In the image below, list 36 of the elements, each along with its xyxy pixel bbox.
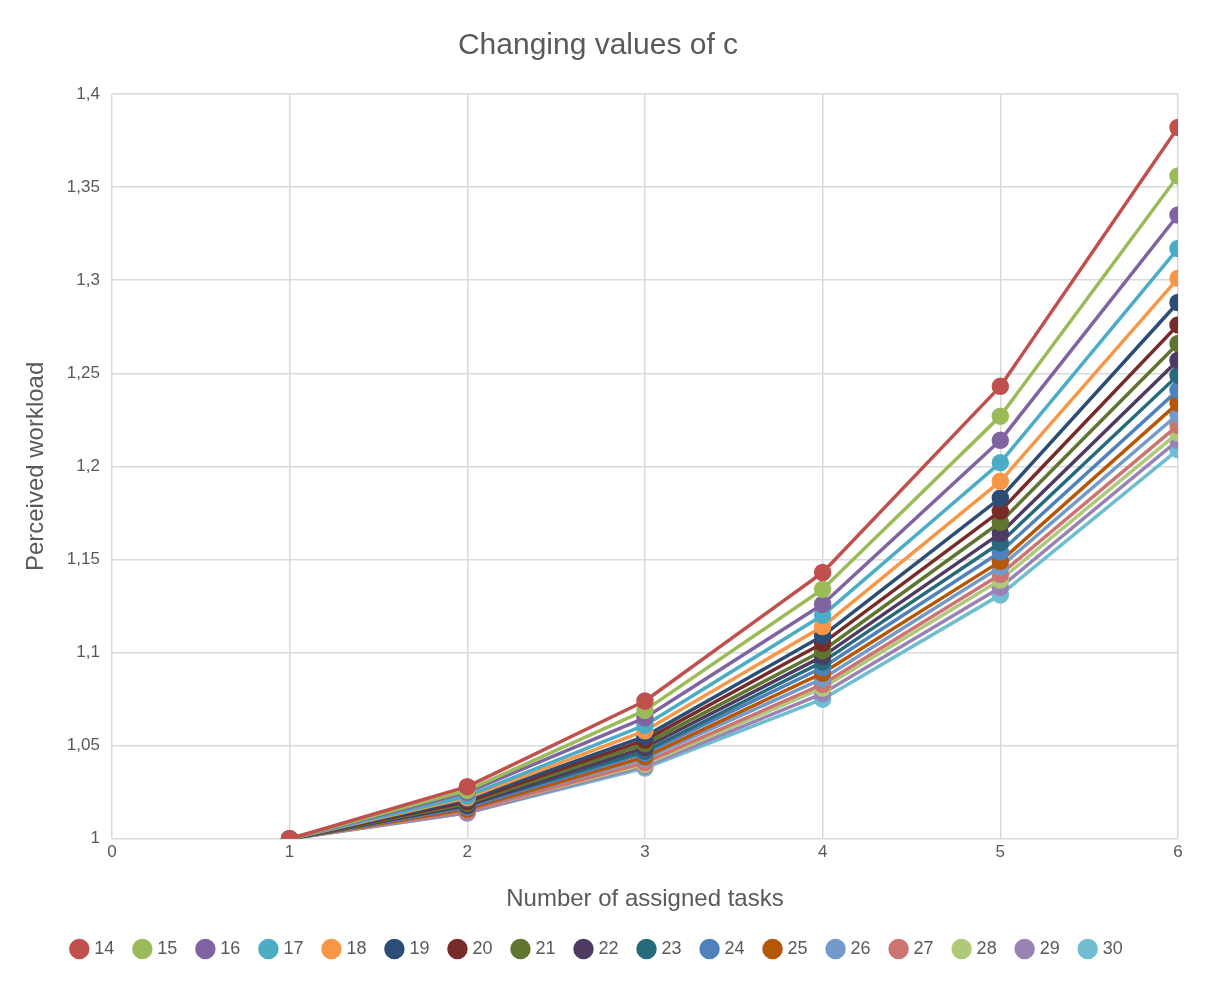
legend-label: 19 xyxy=(409,937,430,958)
y-tick-label: 1,2 xyxy=(76,456,100,476)
x-tick-label: 5 xyxy=(995,841,1006,861)
legend-label: 23 xyxy=(661,937,682,958)
y-tick-label: 1,3 xyxy=(76,269,100,289)
y-tick-label: 1,1 xyxy=(76,642,100,662)
x-tick-label: 2 xyxy=(462,841,472,861)
y-tick-label: 1,05 xyxy=(66,735,100,755)
x-axis-title: Number of assigned tasks xyxy=(506,884,784,912)
chart-title: Changing values of c xyxy=(457,27,739,61)
legend-label: 24 xyxy=(724,937,745,958)
y-tick-label: 1,25 xyxy=(66,362,100,382)
x-tick-label: 3 xyxy=(640,841,650,861)
legend-label: 20 xyxy=(472,937,493,958)
legend-label: 29 xyxy=(1039,937,1060,958)
y-tick-label: 1,4 xyxy=(76,83,100,103)
x-tick-label: 6 xyxy=(1173,841,1183,861)
legend-label: 30 xyxy=(1102,937,1123,958)
legend-label: 28 xyxy=(976,937,997,958)
y-tick-label: 1 xyxy=(90,828,100,848)
legend-label: 18 xyxy=(346,937,367,958)
x-tick-label: 1 xyxy=(284,841,295,861)
y-tick-label: 1,35 xyxy=(66,176,100,196)
y-axis-title: Perceived workload xyxy=(21,361,49,572)
legend-label: 15 xyxy=(157,937,178,958)
legend-label: 25 xyxy=(787,937,808,958)
legend-label: 14 xyxy=(94,937,115,958)
x-tick-label: 4 xyxy=(817,841,828,861)
legend-label: 27 xyxy=(913,937,934,958)
legend-label: 16 xyxy=(220,937,241,958)
legend-label: 17 xyxy=(283,937,304,958)
legend-label: 22 xyxy=(598,937,619,958)
y-tick-label: 1,15 xyxy=(66,549,100,569)
legend-label: 21 xyxy=(535,937,556,958)
x-tick-label: 0 xyxy=(107,841,117,861)
legend-label: 26 xyxy=(850,937,871,958)
